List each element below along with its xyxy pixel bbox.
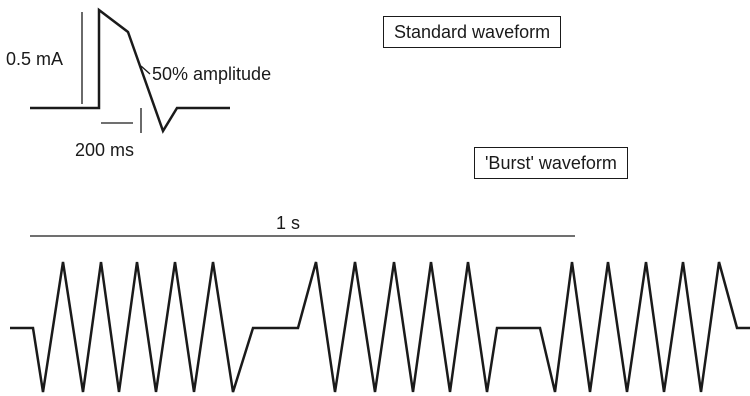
burst-waveform-trace [10,261,750,393]
standard-waveform-title: Standard waveform [383,16,562,48]
burst-waveform-title: 'Burst' waveform [474,147,628,179]
half-amplitude-label: 50% amplitude [152,64,272,84]
amplitude-label: 0.5 mA [6,49,64,69]
standard-waveform-trace [30,7,230,134]
pulse-width-label: 200 ms [75,140,135,160]
period-label: 1 s [276,213,301,233]
half-amplitude-pointer [140,65,151,75]
